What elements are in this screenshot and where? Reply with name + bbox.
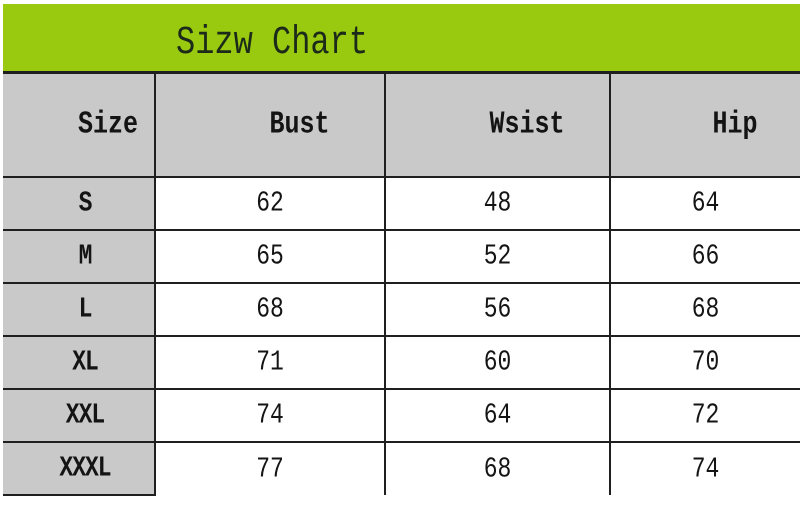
bust-value-cell: 65 [154,228,386,284]
bust-value-cell: 62 [154,175,386,231]
table-row-l: L 68 56 68 [3,281,800,337]
bust-value-cell: 74 [154,387,386,443]
wsist-value-cell: 64 [384,387,611,443]
column-header-bust: Bust [154,72,386,178]
size-label-cell: XXXL [3,440,156,496]
size-label: XL [72,345,99,379]
hip-value-cell: 74 [609,440,800,495]
wsist-value-cell: 56 [384,281,611,337]
bust-value: 65 [256,239,284,273]
size-label: XXL [65,398,105,432]
column-header-wsist: Wsist [384,72,611,178]
wsist-value-cell: 48 [384,175,611,231]
size-label: M [78,239,93,273]
column-header-bust-label: Bust [269,106,330,143]
bust-value: 77 [256,452,284,485]
hip-value: 64 [691,186,720,220]
size-label: XXXL [59,451,111,485]
hip-value: 74 [691,452,720,485]
title-bar: Sizw Chart [3,4,800,71]
hip-value-cell: 70 [609,334,800,390]
wsist-value-cell: 52 [384,228,611,284]
page-title: Sizw Chart [176,19,369,66]
table-row-xxl: XXL 74 64 72 [3,387,800,443]
table-row-s: S 62 48 64 [3,175,800,231]
hip-value-cell: 68 [609,281,800,337]
bust-value-cell: 77 [154,440,386,495]
wsist-value: 48 [483,186,512,220]
size-chart-table: Size Bust Wsist Hip S 62 48 64 M 65 52 6… [3,71,800,496]
bust-value-cell: 71 [154,334,386,390]
bust-value: 68 [256,292,284,326]
column-header-size-label: Size [77,106,138,143]
size-label-cell: L [3,281,156,337]
size-label-cell: S [3,175,156,231]
size-label-cell: M [3,228,156,284]
wsist-value: 60 [483,345,512,379]
header-row: Size Bust Wsist Hip [3,72,800,178]
bust-value: 62 [256,186,284,220]
wsist-value: 56 [483,292,512,326]
wsist-value: 64 [483,398,512,432]
size-label: L [78,292,93,326]
bust-value: 71 [256,345,284,379]
bust-value: 74 [256,398,284,432]
column-header-hip: Hip [609,72,800,178]
wsist-value-cell: 68 [384,440,611,495]
wsist-value: 68 [483,452,512,485]
column-header-hip-label: Hip [712,106,758,143]
column-header-wsist-label: Wsist [489,106,565,143]
wsist-value-cell: 60 [384,334,611,390]
hip-value-cell: 72 [609,387,800,443]
hip-value-cell: 64 [609,175,800,231]
hip-value: 68 [691,292,720,326]
size-label: S [78,186,93,220]
table-row-xxxl: XXXL 77 68 74 [3,440,800,496]
bust-value-cell: 68 [154,281,386,337]
hip-value: 72 [691,398,720,432]
hip-value: 66 [691,239,720,273]
table-row-m: M 65 52 66 [3,228,800,284]
table-row-xl: XL 71 60 70 [3,334,800,390]
size-label-cell: XL [3,334,156,390]
column-header-size: Size [3,72,156,178]
hip-value-cell: 66 [609,228,800,284]
wsist-value: 52 [483,239,512,273]
hip-value: 70 [691,345,720,379]
size-label-cell: XXL [3,387,156,443]
